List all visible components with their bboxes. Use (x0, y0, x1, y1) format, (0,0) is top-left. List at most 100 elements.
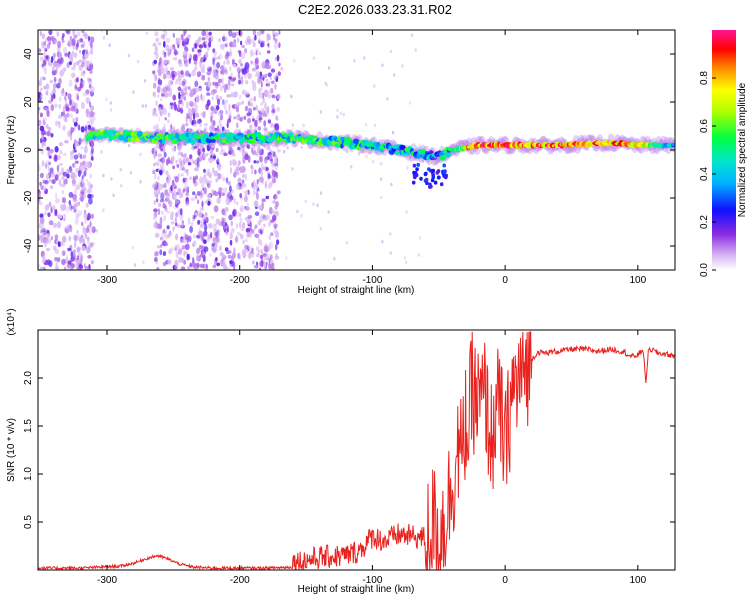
noise-point (79, 191, 84, 199)
noise-point (59, 69, 64, 77)
noise-point (66, 173, 70, 179)
noise-point (227, 118, 232, 123)
ridge-point (445, 151, 451, 158)
noise-point (229, 66, 232, 72)
ridge-point (97, 135, 105, 139)
noise-point (156, 37, 160, 42)
noise-point (69, 167, 73, 173)
noise-point (44, 180, 49, 185)
noise-point (272, 200, 277, 204)
noise-point (229, 148, 234, 154)
noise-point (74, 217, 80, 226)
noise-point (108, 43, 111, 47)
noise-point (171, 156, 175, 164)
noise-point (257, 77, 261, 84)
noise-point (224, 53, 229, 60)
noise-point (212, 58, 215, 66)
noise-point (275, 75, 279, 83)
noise-point (213, 50, 217, 56)
noise-point (178, 91, 181, 100)
noise-point (197, 199, 200, 204)
noise-point (225, 197, 231, 206)
noise-point (257, 147, 262, 155)
noise-point (165, 207, 168, 212)
noise-point (252, 30, 257, 36)
noise-point (67, 40, 70, 46)
noise-point (160, 148, 163, 152)
noise-point (48, 201, 52, 208)
noise-point (319, 191, 323, 195)
noise-point (154, 45, 158, 53)
noise-point (39, 125, 45, 132)
noise-point (60, 88, 65, 97)
noise-point (180, 173, 184, 177)
noise-point (192, 119, 197, 125)
ridge-point (433, 180, 438, 185)
noise-point (219, 113, 224, 121)
noise-point (244, 248, 248, 253)
noise-point (200, 95, 205, 102)
noise-point (95, 229, 98, 233)
noise-point (238, 94, 242, 100)
noise-point (244, 153, 249, 161)
noise-point (54, 174, 59, 181)
spectrogram-y-label: Frequency (Hz) (6, 116, 17, 185)
y-tick-label: 0 (23, 147, 34, 153)
noise-point (85, 108, 90, 114)
noise-point (211, 96, 214, 101)
noise-point (75, 116, 79, 123)
noise-point (57, 241, 61, 248)
noise-point (218, 37, 221, 43)
noise-point (187, 34, 192, 39)
noise-point (228, 103, 231, 111)
noise-point (189, 225, 194, 234)
noise-point (166, 119, 170, 124)
noise-point (283, 149, 286, 154)
noise-point (255, 70, 260, 78)
ridge-point (412, 163, 417, 168)
noise-point (47, 212, 51, 217)
noise-point (90, 157, 94, 161)
noise-point (203, 213, 207, 222)
noise-point (156, 85, 161, 93)
noise-point (214, 82, 219, 86)
noise-point (89, 242, 94, 247)
noise-point (280, 67, 283, 71)
noise-point (199, 122, 202, 128)
noise-point (39, 217, 45, 225)
noise-point (164, 117, 167, 121)
noise-point (74, 241, 77, 249)
noise-point (163, 205, 168, 209)
noise-point (40, 185, 44, 190)
noise-point (278, 42, 281, 49)
noise-point (190, 158, 194, 162)
noise-point (131, 246, 134, 250)
noise-point (43, 41, 47, 46)
noise-point (406, 166, 409, 170)
noise-point (161, 156, 166, 164)
noise-point (55, 192, 58, 199)
y-tick-label: -40 (23, 238, 34, 253)
noise-point (236, 231, 241, 237)
noise-point (170, 185, 173, 192)
noise-point (76, 31, 81, 37)
noise-point (79, 154, 83, 160)
noise-point (211, 143, 216, 148)
noise-point (87, 254, 92, 259)
noise-point (188, 57, 191, 64)
noise-point (159, 186, 163, 191)
noise-point (218, 245, 222, 252)
noise-point (74, 187, 78, 196)
noise-point (421, 159, 424, 163)
noise-point (51, 235, 53, 241)
noise-point (220, 43, 223, 50)
noise-point (63, 217, 66, 222)
noise-point (139, 152, 142, 157)
spectrogram-background (38, 30, 675, 270)
noise-point (237, 72, 241, 79)
noise-point (217, 173, 222, 180)
noise-point (178, 59, 182, 64)
noise-point (276, 106, 280, 112)
noise-point (53, 223, 57, 228)
noise-point (81, 30, 85, 34)
